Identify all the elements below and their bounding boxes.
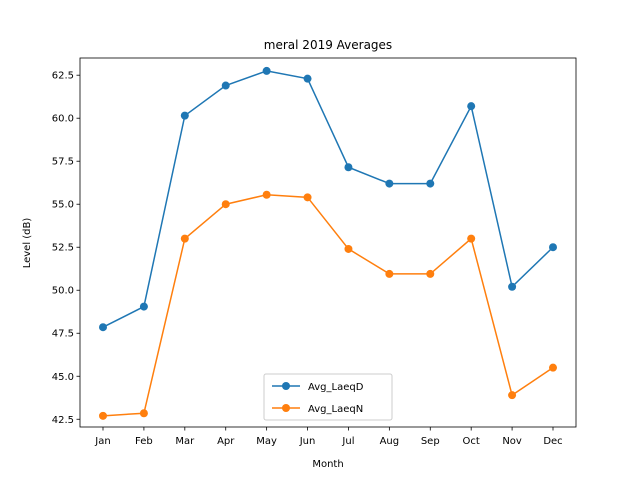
data-point-avg-laeqn [139, 409, 148, 418]
data-point-avg-laeqd [99, 323, 107, 332]
data-point-avg-laeqn [303, 193, 312, 202]
data-point-avg-laeqn [549, 363, 557, 372]
x-tick-label: Feb [135, 436, 153, 447]
data-point-avg-laeqd [303, 74, 312, 83]
y-tick-label: 62.5 [52, 71, 74, 82]
legend-label-avg-laeqd: Avg_LaeqD [308, 382, 364, 393]
data-point-avg-laeqd [508, 282, 517, 291]
data-point-avg-laeqd [139, 302, 148, 311]
data-point-avg-laeqn [262, 190, 271, 199]
data-point-avg-laeqn [344, 244, 353, 253]
y-tick-label: 50.0 [52, 286, 74, 297]
y-tick-label: 55.0 [52, 200, 74, 211]
axes-frame [79, 57, 577, 428]
data-point-avg-laeqn [508, 391, 517, 400]
data-point-avg-laeqn [426, 269, 435, 278]
data-point-avg-laeqn [221, 200, 230, 209]
y-tick-label: 45.0 [52, 372, 74, 383]
data-point-avg-laeqn [467, 234, 476, 243]
data-point-avg-laeqd [549, 243, 557, 252]
series-line-avg-laeqn [102, 194, 554, 417]
data-point-avg-laeqn [99, 411, 107, 420]
data-point-avg-laeqd [180, 111, 189, 120]
x-tick-label: Aug [380, 436, 400, 447]
chart-title: meral 2019 Averages [264, 38, 392, 52]
data-point-avg-laeqn [385, 269, 394, 278]
x-tick-label: Oct [463, 436, 480, 447]
x-tick-label: Dec [543, 436, 562, 447]
series-line-avg-laeqd [102, 70, 554, 328]
y-tick-label: 60.0 [52, 114, 74, 125]
x-tick-label: May [256, 436, 277, 447]
x-tick-label: Sep [421, 436, 440, 447]
data-point-avg-laeqd [426, 179, 435, 188]
y-axis-title: Level (dB) [22, 218, 33, 269]
y-tick-label: 57.5 [52, 157, 74, 168]
x-axis-title: Month [312, 459, 343, 470]
data-point-avg-laeqd [344, 163, 353, 172]
data-point-avg-laeqd [467, 102, 476, 111]
data-point-avg-laeqd [262, 66, 271, 75]
x-tick-label: Nov [502, 436, 522, 447]
x-tick-label: Jul [341, 436, 354, 447]
data-point-avg-laeqd [385, 179, 394, 188]
legend-marker-avg-laeqn [282, 404, 290, 412]
y-tick-label: 52.5 [52, 243, 74, 254]
data-point-avg-laeqn [180, 234, 189, 243]
x-tick-label: Jan [94, 436, 110, 447]
legend-marker-avg-laeqd [282, 382, 290, 390]
x-tick-label: Apr [217, 436, 235, 447]
data-point-avg-laeqd [221, 81, 230, 90]
legend-label-avg-laeqn: Avg_LaeqN [308, 404, 363, 415]
y-tick-label: 42.5 [52, 415, 74, 426]
plot-area: Jan Feb Mar Apr May Jun Jul Aug Sep Oct Nov Dec 42.5… [52, 57, 577, 447]
x-tick-label: Mar [175, 436, 195, 447]
y-tick-label: 47.5 [52, 329, 74, 340]
x-tick-label: Jun [299, 436, 316, 447]
